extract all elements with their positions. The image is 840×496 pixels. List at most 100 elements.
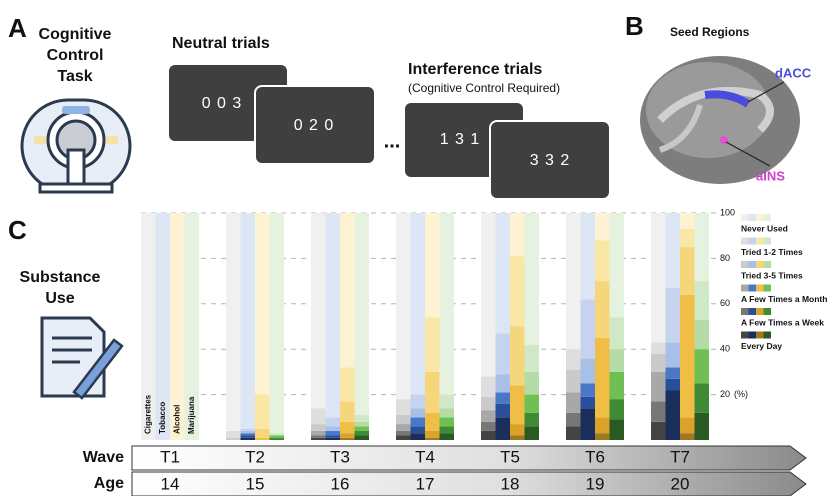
bar-segment [340,367,355,401]
task-label: Control [47,47,104,64]
legend-swatch [741,214,749,221]
legend-swatch [741,308,749,315]
bar-segment [255,213,270,395]
legend-label: Every Day [741,341,782,351]
bar-segment [510,256,525,326]
bar-segment [680,417,695,433]
bar-segment [666,367,681,378]
bar-segment [510,327,525,386]
bar-segment [566,426,581,440]
legend-label: Tried 3-5 Times [741,270,803,280]
bar-segment [566,413,581,427]
bar-segment [581,358,596,383]
legend-label: A Few Times a Week [741,317,824,327]
bar-segment [481,410,496,421]
panel-letter: B [625,11,644,41]
legend-swatch [764,285,772,292]
bar-segment [566,370,581,393]
wave-label: T4 [415,447,435,466]
y-tick-label: 100 [720,207,735,217]
legend-swatch [749,308,757,315]
legend-swatch [764,214,772,221]
bar-segment [241,433,256,435]
panel-title: Use [45,290,74,307]
bar-segment [355,426,370,431]
bar-segment [595,213,610,240]
substance-label: Alcohol [172,405,181,434]
legend-swatch [764,261,772,268]
bar-segment [411,408,426,417]
bar-segment [680,213,695,229]
bar-segment [581,383,596,397]
bar-segment [425,372,440,413]
bar-segment [651,213,666,342]
bar-segment [496,392,511,403]
bar-segment [666,288,681,342]
bar-segment [525,372,540,395]
bar-segment [481,376,496,396]
bar-segment [270,438,285,440]
bar-segment [396,399,411,415]
legend-swatch [749,285,757,292]
bar-segment [411,213,426,395]
bar-segment [425,438,440,440]
bar-segment [680,433,695,440]
bar-segment [326,431,341,436]
trial-digits: 0 0 3 [202,95,243,112]
timeline-arrow [132,446,806,470]
bar-segment [651,372,666,402]
bar-segment [440,395,455,409]
legend-swatch [764,308,772,315]
bar-segment [311,424,326,431]
bar-segment [326,417,341,426]
interference-subtitle: (Cognitive Control Required) [408,81,560,95]
bar-segment [255,438,270,440]
bar-segment [396,415,411,424]
bar-segment [425,413,440,431]
wave-label: T6 [585,447,605,466]
task-label: Cognitive [39,26,112,43]
scanner-icon [22,100,130,192]
bar-segment [425,213,440,317]
legend-swatch [749,238,757,245]
bar-segment [355,415,370,422]
bar-segment [340,433,355,438]
bar-segment [241,435,256,437]
y-tick-label: 60 [720,298,730,308]
region-label: dACC [775,65,812,80]
wave-label: T3 [330,447,350,466]
panel-letter: C [8,215,27,245]
bar-segment [311,408,326,424]
bar-segment [255,395,270,429]
bar-segment [311,213,326,408]
wave-label: T1 [160,447,180,466]
bar-segment [695,320,710,350]
bar-segment [595,433,610,440]
bar-segment [241,429,256,431]
legend-swatch [749,214,757,221]
bar-segment [311,438,326,440]
bar-segment [510,424,525,435]
bar-segment [566,349,581,369]
region-label: aINS [756,168,785,183]
age-label: 16 [331,474,350,493]
panel-letter: A [8,13,27,43]
bar-segment [581,408,596,440]
bar-segment [425,431,440,438]
bar-segment [255,429,270,438]
bar-segment [496,213,511,333]
bar-segment [695,413,710,440]
bar-segment [340,422,355,433]
bar-segment [411,395,426,409]
timeline-label: Age [94,475,124,492]
panel-title: Seed Regions [670,25,750,39]
bar-segment [355,435,370,440]
legend-swatch [764,238,772,245]
neutral-title: Neutral trials [172,35,270,52]
bar-segment [326,438,341,440]
bar-segment [481,213,496,376]
trial-digits: 1 3 1 [440,131,481,148]
bar-segment [695,281,710,320]
bar-segment [595,281,610,338]
